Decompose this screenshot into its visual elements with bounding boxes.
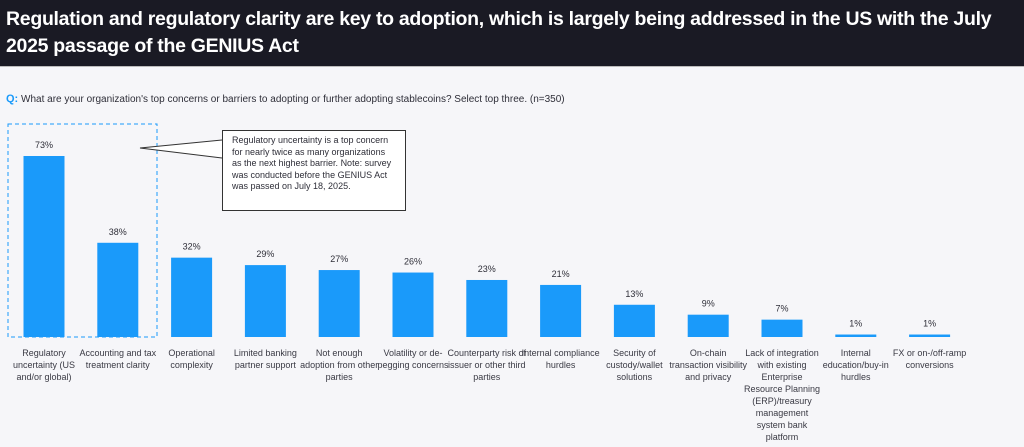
bar xyxy=(909,334,951,337)
category-label: Security of custody/wallet solutions xyxy=(606,348,663,382)
category-label: Accounting and tax treatment clarity xyxy=(79,348,157,370)
bar xyxy=(466,279,508,337)
bar xyxy=(392,272,434,337)
data-label: 23% xyxy=(478,264,496,274)
data-label: 26% xyxy=(404,257,422,267)
data-label: 29% xyxy=(256,249,274,259)
bar xyxy=(687,314,729,337)
bar xyxy=(318,270,360,337)
callout-pointer xyxy=(139,139,223,159)
data-label: 7% xyxy=(775,304,788,314)
category-label: Regulatory uncertainty (US and/or global… xyxy=(12,348,76,382)
bar xyxy=(97,242,139,337)
data-label: 1% xyxy=(923,319,936,329)
data-label: 38% xyxy=(109,227,127,237)
category-label: Operational complexity xyxy=(168,348,215,370)
bar xyxy=(761,319,803,337)
data-label: 21% xyxy=(552,269,570,279)
category-label: Volatility or de-pegging concerns xyxy=(377,348,449,370)
bar xyxy=(171,257,213,337)
bar xyxy=(540,284,582,337)
bar xyxy=(244,265,286,337)
data-label: 73% xyxy=(35,140,53,150)
category-label: On-chain transaction visibility and priv… xyxy=(669,348,747,382)
category-label: Counterparty risk of issuer or other thi… xyxy=(447,348,527,382)
question-text: What are your organization's top concern… xyxy=(21,94,565,105)
callout-box: Regulatory uncertainty is a top concern … xyxy=(222,130,406,211)
data-label: 1% xyxy=(849,319,862,329)
category-label: Not enough adoption from other parties xyxy=(300,348,379,382)
category-label: Lack of integration with existing Enterp… xyxy=(743,348,821,442)
category-label: Limited banking partner support xyxy=(233,348,297,370)
category-label: Internal compliance hurdles xyxy=(521,348,600,370)
survey-question: Q: What are your organization's top conc… xyxy=(6,93,565,105)
data-label: 32% xyxy=(183,242,201,252)
highlight-box xyxy=(7,123,158,338)
question-prefix: Q: xyxy=(6,93,19,105)
bar xyxy=(613,304,655,337)
page-title: Regulation and regulatory clarity are ke… xyxy=(6,8,992,57)
data-label: 9% xyxy=(702,299,715,309)
bar xyxy=(23,156,65,337)
data-label: 13% xyxy=(625,289,643,299)
category-label: FX or on-/off-ramp conversions xyxy=(892,348,967,370)
bar xyxy=(835,334,877,337)
header: Regulation and regulatory clarity are ke… xyxy=(0,0,1024,67)
category-label: Internal education/buy-in hurdles xyxy=(822,348,889,382)
data-label: 27% xyxy=(330,254,348,264)
